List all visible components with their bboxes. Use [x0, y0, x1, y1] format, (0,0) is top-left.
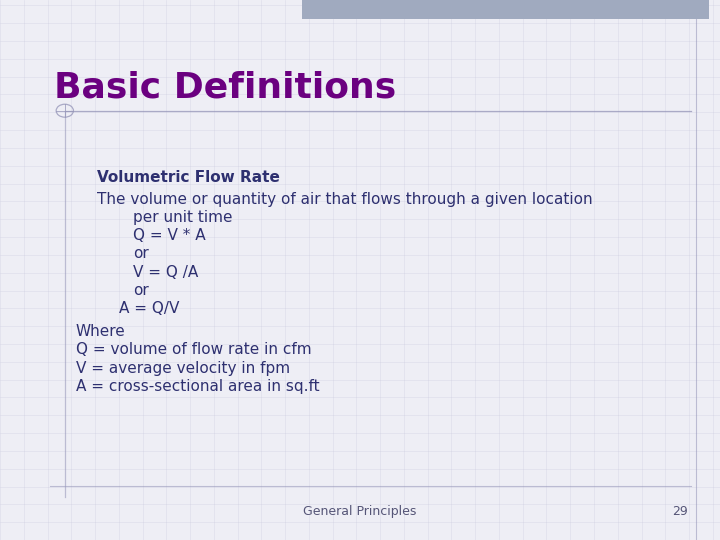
Text: The volume or quantity of air that flows through a given location: The volume or quantity of air that flows…	[97, 192, 593, 207]
Text: Volumetric Flow Rate: Volumetric Flow Rate	[97, 170, 280, 185]
Text: A = cross-sectional area in sq.ft: A = cross-sectional area in sq.ft	[76, 379, 319, 394]
Bar	[302, 0, 709, 19]
Text: V = average velocity in fpm: V = average velocity in fpm	[76, 361, 289, 376]
Text: Basic Definitions: Basic Definitions	[54, 70, 396, 104]
Text: 29: 29	[672, 505, 688, 518]
Text: V = Q /A: V = Q /A	[133, 265, 199, 280]
Text: Q = volume of flow rate in cfm: Q = volume of flow rate in cfm	[76, 342, 311, 357]
Text: or: or	[133, 246, 149, 261]
Text: General Principles: General Principles	[303, 505, 417, 518]
Text: per unit time: per unit time	[133, 210, 233, 225]
Text: Q = V * A: Q = V * A	[133, 228, 206, 243]
Text: Where: Where	[76, 324, 125, 339]
Text: or: or	[133, 283, 149, 298]
Text: A = Q/V: A = Q/V	[119, 301, 179, 316]
